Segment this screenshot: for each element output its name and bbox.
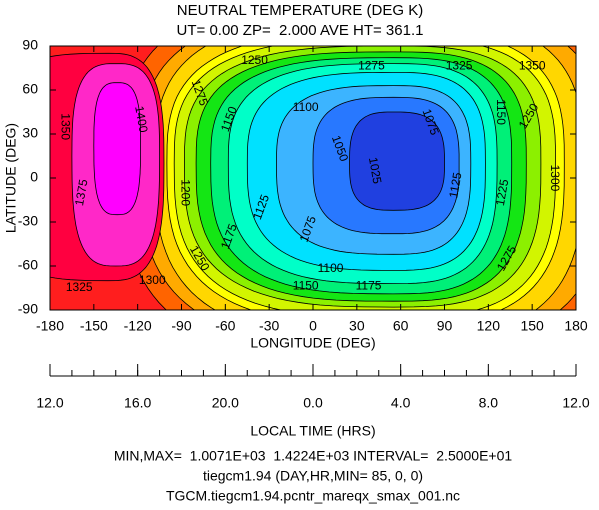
contour-label: 1400 [132, 105, 150, 134]
contour-label: 1225 [493, 178, 511, 207]
x-tick-label: -90 [171, 318, 191, 334]
y-tick-label: 30 [22, 125, 38, 141]
contour-label: 1325 [446, 59, 473, 73]
x-tick-label: -120 [124, 318, 152, 334]
contour-label: 1350 [519, 59, 546, 73]
chart-title: NEUTRAL TEMPERATURE (DEG K) [177, 2, 423, 19]
contour-label: 1275 [358, 59, 385, 73]
y-tick-label: 60 [22, 81, 38, 97]
y-tick-label: -30 [18, 213, 38, 229]
x2-tick-label: 12.0 [36, 395, 63, 411]
x-tick-label: 30 [349, 318, 365, 334]
x2-tick-label: 12.0 [562, 395, 589, 411]
contour-label: 1300 [139, 273, 166, 287]
x2-tick-label: 4.0 [391, 395, 411, 411]
y-tick-label: 0 [30, 169, 38, 185]
contour-label: 1375 [72, 178, 90, 207]
contour-label: 1025 [366, 156, 384, 185]
contour-label: 1175 [356, 279, 382, 293]
contour-label: 1300 [548, 165, 562, 192]
contour-region [93, 82, 141, 216]
x-tick-label: 0 [309, 318, 317, 334]
x-tick-label: -150 [80, 318, 108, 334]
plot-area: 1350 1375 1400 1325 1300 1250 1200 1175 1150 1125… [50, 46, 576, 310]
x2-tick-label: 0.0 [303, 395, 323, 411]
y-tick-label: 90 [22, 37, 38, 53]
footer-note: tiegcm1.94 (DAY,HR,MIN= 85, 0, 0) [203, 468, 423, 484]
x2-axis-label: LOCAL TIME (HRS) [250, 423, 375, 439]
y-tick-label: -90 [18, 301, 38, 317]
x-axis-label: LONGITUDE (DEG) [250, 335, 375, 351]
footer-note: TGCM.tiegcm1.94.pcntr_mareqx_smax_001.nc [166, 488, 460, 504]
contour-label: 1325 [66, 280, 93, 294]
chart-subtitle: UT= 0.00 ZP= 2.000 AVE HT= 361.1 [177, 22, 424, 39]
x-tick-label: -180 [36, 318, 64, 334]
x-tick-label: 180 [564, 318, 588, 334]
y-axis-label: LATITUDE (DEG) [3, 123, 19, 233]
x-tick-label: 150 [520, 318, 544, 334]
contour-region [349, 111, 445, 211]
x-tick-label: 120 [477, 318, 501, 334]
contour-label: 1125 [446, 171, 464, 199]
x2-tick-label: 20.0 [212, 395, 239, 411]
x2-tick-label: 8.0 [479, 395, 499, 411]
contour-label: 1150 [293, 279, 319, 293]
contour-label: 1150 [494, 99, 508, 125]
footer-note: MIN,MAX= 1.0071E+03 1.4224E+03 INTERVAL=… [114, 448, 513, 464]
contour-label: 1350 [58, 113, 72, 140]
contour-label: 1100 [318, 261, 344, 275]
contour-label: 1100 [293, 100, 319, 114]
x2-tick-label: 16.0 [124, 395, 151, 411]
y-tick-label: -60 [18, 257, 38, 273]
x-tick-label: -60 [215, 318, 235, 334]
contour-label: 1250 [241, 53, 268, 67]
x-tick-label: -30 [259, 318, 279, 334]
contour-label: 1200 [178, 179, 192, 206]
x-tick-label: 60 [393, 318, 409, 334]
x-tick-label: 90 [437, 318, 453, 334]
